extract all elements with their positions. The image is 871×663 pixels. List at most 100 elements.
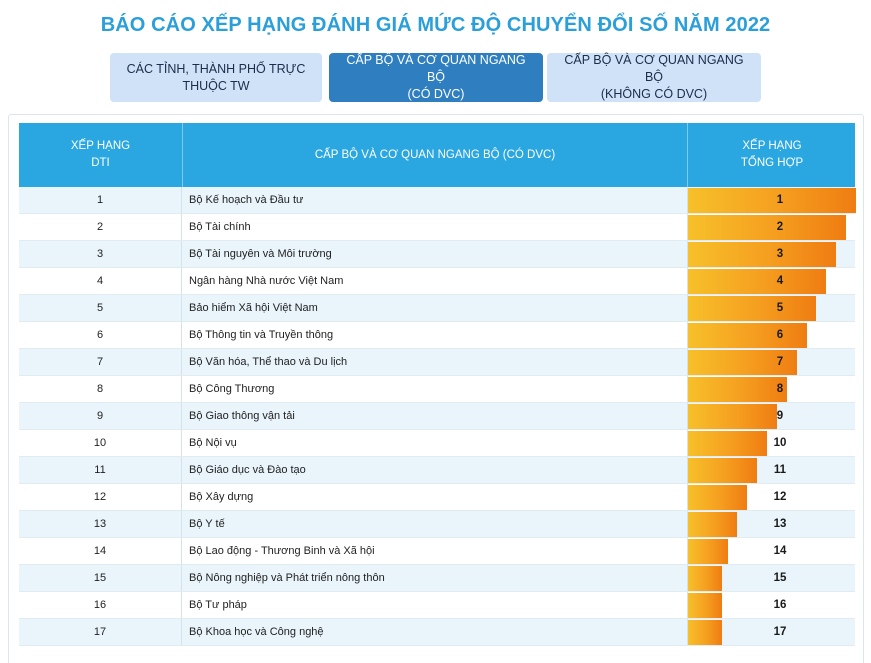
- bar-label: 14: [773, 545, 787, 557]
- row-divider: [19, 564, 855, 565]
- table-row[interactable]: 8 Bộ Công Thương 8: [19, 376, 855, 403]
- row-divider: [19, 483, 855, 484]
- bar-label: 9: [776, 410, 784, 422]
- bar-label: 11: [773, 464, 787, 476]
- cell-ministry-name: Bộ Tài chính: [189, 221, 251, 233]
- cell-ministry-name: Bộ Tài nguyên và Môi trường: [189, 248, 332, 260]
- bar-label: 7: [776, 356, 784, 368]
- table-row[interactable]: 15 Bộ Nông nghiệp và Phát triển nông thôn…: [19, 565, 855, 592]
- table-row[interactable]: 10 Bộ Nội vụ 10: [19, 430, 855, 457]
- cell-ministry-name: Ngân hàng Nhà nước Việt Nam: [189, 275, 344, 287]
- cell-total-rank: 9: [687, 403, 855, 430]
- cell-rank-dti: 16: [19, 592, 182, 619]
- cell-total-rank: 5: [687, 295, 855, 322]
- cell-total-rank: 11: [687, 457, 855, 484]
- cell-ministry-name: Bộ Nội vụ: [189, 437, 237, 449]
- row-divider: [19, 348, 855, 349]
- tab-ministries-without-dvc[interactable]: CẤP BỘ VÀ CƠ QUAN NGANG BỘ (KHÔNG CÓ DVC…: [547, 53, 761, 102]
- report-tabs: CÁC TỈNH, THÀNH PHỐ TRỰC THUỘC TW CẤP BỘ…: [0, 53, 871, 103]
- rank-bar: [688, 377, 787, 402]
- table-row[interactable]: 12 Bộ Xây dựng 12: [19, 484, 855, 511]
- table-row[interactable]: 2 Bộ Tài chính 2: [19, 214, 855, 241]
- cell-ministry-name: Bộ Kế hoạch và Đầu tư: [189, 194, 304, 206]
- ranking-table: XẾP HẠNG DTI CẤP BỘ VÀ CƠ QUAN NGANG BỘ …: [8, 114, 864, 663]
- bar-label: 5: [776, 302, 784, 314]
- table-row[interactable]: 4 Ngân hàng Nhà nước Việt Nam 4: [19, 268, 855, 295]
- cell-ministry-name: Bộ Công Thương: [189, 383, 275, 395]
- cell-total-rank: 14: [687, 538, 855, 565]
- tab-ministries-with-dvc[interactable]: CẤP BỘ VÀ CƠ QUAN NGANG BỘ (CÓ DVC): [329, 53, 543, 102]
- table-row[interactable]: 3 Bộ Tài nguyên và Môi trường 3: [19, 241, 855, 268]
- row-divider: [19, 321, 855, 322]
- cell-ministry-name: Bộ Lao động - Thương Binh và Xã hội: [189, 545, 375, 557]
- rank-bar: [688, 566, 722, 591]
- rank-bar: [688, 512, 737, 537]
- cell-rank-dti: 2: [19, 214, 182, 241]
- row-divider: [19, 294, 855, 295]
- cell-ministry-name: Bộ Giao thông vận tải: [189, 410, 295, 422]
- rank-bar: [688, 323, 807, 348]
- rank-bar: [688, 620, 722, 645]
- bar-label: 4: [776, 275, 784, 287]
- rank-bar: [688, 188, 856, 213]
- bar-label: 15: [773, 572, 787, 584]
- cell-total-rank: 6: [687, 322, 855, 349]
- table-row[interactable]: 6 Bộ Thông tin và Truyền thông 6: [19, 322, 855, 349]
- row-divider: [19, 537, 855, 538]
- bar-label: 13: [773, 518, 787, 530]
- table-row[interactable]: 11 Bộ Giáo dục và Đào tạo 11: [19, 457, 855, 484]
- cell-rank-dti: 11: [19, 457, 182, 484]
- rank-bar: [688, 269, 826, 294]
- cell-ministry-name: Bộ Thông tin và Truyền thông: [189, 329, 334, 341]
- table-row[interactable]: 7 Bộ Văn hóa, Thể thao và Du lịch 7: [19, 349, 855, 376]
- row-divider: [19, 240, 855, 241]
- page-title: BÁO CÁO XẾP HẠNG ĐÁNH GIÁ MỨC ĐỘ CHUYỂN …: [100, 14, 771, 36]
- row-divider: [19, 645, 855, 646]
- row-divider: [19, 375, 855, 376]
- rank-bar: [688, 431, 767, 456]
- header-ministry-name: CẤP BỘ VÀ CƠ QUAN NGANG BỘ (CÓ DVC): [314, 148, 556, 161]
- cell-rank-dti: 3: [19, 241, 182, 268]
- cell-ministry-name: Bảo hiểm Xã hội Việt Nam: [189, 302, 318, 314]
- row-divider: [19, 618, 855, 619]
- cell-total-rank: 10: [687, 430, 855, 457]
- cell-rank-dti: 9: [19, 403, 182, 430]
- table-row[interactable]: 13 Bộ Y tế 13: [19, 511, 855, 538]
- cell-rank-dti: 14: [19, 538, 182, 565]
- rank-bar: [688, 458, 757, 483]
- rank-bar: [688, 404, 777, 429]
- bar-label: 6: [776, 329, 784, 341]
- bar-label: 8: [776, 383, 784, 395]
- cell-rank-dti: 15: [19, 565, 182, 592]
- cell-rank-dti: 7: [19, 349, 182, 376]
- cell-rank-dti: 13: [19, 511, 182, 538]
- bar-label: 10: [773, 437, 787, 449]
- cell-rank-dti: 6: [19, 322, 182, 349]
- row-divider: [19, 456, 855, 457]
- table-row[interactable]: 9 Bộ Giao thông vận tải 9: [19, 403, 855, 430]
- cell-total-rank: 8: [687, 376, 855, 403]
- cell-ministry-name: Bộ Tư pháp: [189, 599, 247, 611]
- table-row[interactable]: 17 Bộ Khoa học và Công nghệ 17: [19, 619, 855, 646]
- cell-total-rank: 7: [687, 349, 855, 376]
- table-body: 1 Bộ Kế hoạch và Đầu tư 1 2 Bộ Tài chính 2 3 Bộ…: [19, 187, 856, 646]
- cell-rank-dti: 10: [19, 430, 182, 457]
- cell-rank-dti: 1: [19, 187, 182, 214]
- bar-label: 12: [773, 491, 787, 503]
- cell-ministry-name: Bộ Xây dựng: [189, 491, 254, 503]
- table-row[interactable]: 14 Bộ Lao động - Thương Binh và Xã hội 14: [19, 538, 855, 565]
- rank-bar: [688, 215, 846, 240]
- row-divider: [19, 267, 855, 268]
- cell-rank-dti: 12: [19, 484, 182, 511]
- row-divider: [19, 591, 855, 592]
- tab-provinces[interactable]: CÁC TỈNH, THÀNH PHỐ TRỰC THUỘC TW: [110, 53, 322, 102]
- table-row[interactable]: 5 Bảo hiểm Xã hội Việt Nam 5: [19, 295, 855, 322]
- bar-label: 1: [776, 194, 784, 206]
- table-row[interactable]: 1 Bộ Kế hoạch và Đầu tư 1: [19, 187, 856, 214]
- rank-bar: [688, 242, 836, 267]
- table-row[interactable]: 16 Bộ Tư pháp 16: [19, 592, 855, 619]
- bar-label: 16: [773, 599, 787, 611]
- table-header: XẾP HẠNG DTI CẤP BỘ VÀ CƠ QUAN NGANG BỘ …: [19, 123, 855, 187]
- rank-bar: [688, 539, 728, 564]
- rank-bar: [688, 296, 816, 321]
